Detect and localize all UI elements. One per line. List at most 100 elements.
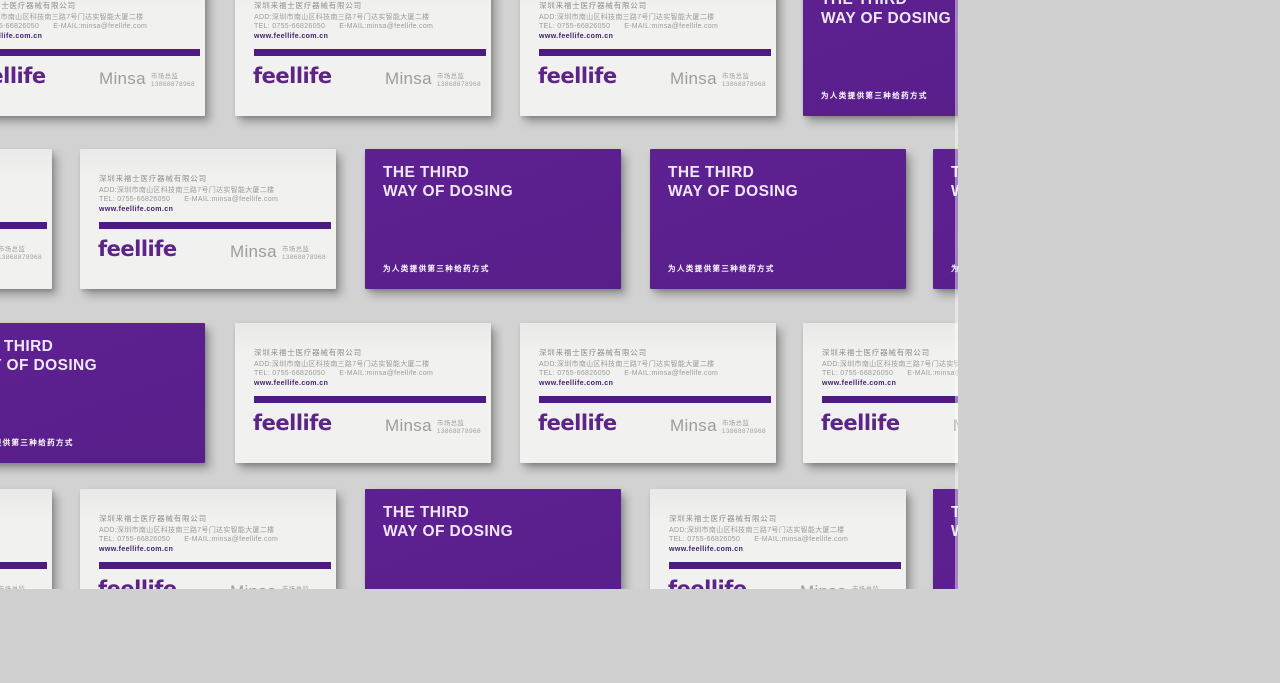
headline-text: THE THIRD WAY OF DOSING [383, 504, 514, 540]
contact-line: TEL: 0755-66826050 E-MAIL:minsa@feellife.… [254, 23, 433, 30]
headline-text: THE THIRD WAY OF DOSING [821, 0, 952, 27]
person-title: 市场总监 [150, 73, 179, 80]
person-block: Minsa 市场总监 13868878968 [230, 242, 326, 262]
contact-line: TEL: 0755-66826050 E-MAIL:minsa@feellife.… [99, 196, 278, 203]
contact-line: TEL: 0755-66826050 E-MAIL:minsa@feellife.… [99, 536, 278, 543]
person-title: 市场总监 [282, 586, 310, 589]
tel-text: TEL: 0755-66826050 [669, 536, 741, 543]
person-name: Minsa [385, 416, 432, 435]
person-phone: 13868878968 [721, 427, 767, 435]
person-name: Minsa [230, 582, 277, 589]
company-name: 深圳来福士医疗器械有限公司 [822, 348, 930, 357]
address-line: ADD:深圳市南山区科技南三路7号门达实智能大厦二楼 [254, 14, 430, 21]
tel-text: TEL: 0755-66826050 [99, 196, 171, 203]
address-line: ADD:深圳市南山区科技南三路7号门达实智能大厦二楼 [0, 14, 144, 21]
address-line: ADD:深圳市南山区科技南三路7号门达实智能大厦二楼 [539, 361, 715, 368]
person-meta: 市场总监 13868878968 [437, 420, 481, 435]
business-card-front: 深圳来福士医疗器械有限公司 ADD:深圳市南山区科技南三路7号门达实智能大厦二楼… [520, 323, 776, 463]
company-name: 深圳来福士医疗器械有限公司 [254, 1, 362, 10]
person-meta: 市场总监 13868878968 [0, 586, 42, 589]
person-name: Minsa [800, 582, 847, 589]
business-card-front: 深圳来福士医疗器械有限公司 ADD:深圳市南山区科技南三路7号门达实智能大厦二楼… [650, 489, 906, 589]
headline-text: THE THIRD WAY OF DOSING [951, 504, 958, 540]
person-meta: 市场总监 13868878968 [722, 73, 766, 88]
person-phone: 13868878968 [281, 253, 327, 261]
person-block: Minsa 市场总监 13868878968 [99, 69, 195, 89]
website-text: www.feellife.com.cn [539, 33, 614, 40]
contact-line: TEL: 0755-66826050 E-MAIL:minsa@feellife.… [0, 23, 147, 30]
business-card-front: 深圳来福士医疗器械有限公司 ADD:深圳市南山区科技南三路7号门达实智能大厦二楼… [235, 0, 491, 116]
person-title: 市场总监 [0, 246, 26, 253]
person-title: 市场总监 [281, 246, 310, 253]
company-name: 深圳来福士医疗器械有限公司 [99, 174, 207, 183]
person-phone: 13868878968 [436, 80, 482, 88]
website-text: www.feellife.com.cn [99, 546, 174, 553]
tel-text: TEL: 0755-66826050 [539, 23, 611, 30]
feellife-logo: feellife [98, 237, 177, 261]
contact-line: TEL: 0755-66826050 E-MAIL:minsa@feellife.… [539, 23, 718, 30]
address-line: ADD:深圳市南山区科技南三路7号门达实智能大厦二楼 [539, 14, 715, 21]
tel-text: TEL: 0755-66826050 [822, 370, 894, 377]
business-card-mockup-photo: 深圳来福士医疗器械有限公司 ADD:深圳市南山区科技南三路7号门达实智能大厦二楼… [0, 0, 958, 589]
purple-accent-bar [822, 396, 958, 403]
person-title: 市场总监 [0, 586, 25, 589]
person-title: 市场总监 [721, 73, 750, 80]
company-name: 深圳来福士医疗器械有限公司 [539, 1, 647, 10]
business-card-back: THE THIRD WAY OF DOSING 为人类提供第三种给药方式 [0, 323, 205, 463]
address-line: ADD:深圳市南山区科技南三路7号门达实智能大厦二楼 [822, 361, 958, 368]
purple-accent-bar [0, 49, 200, 56]
purple-accent-bar [539, 396, 771, 403]
business-card-front: 深圳来福士医疗器械有限公司 ADD:深圳市南山区科技南三路7号门达实智能大厦二楼… [520, 0, 776, 116]
business-card-back: THE THIRD WAY OF DOSING 为人类提供第三种给药方式 [803, 0, 958, 116]
tel-text: TEL: 0755-66826050 [254, 23, 326, 30]
tel-text: TEL: 0755-66826050 [539, 370, 611, 377]
business-card-front: 深圳来福士医疗器械有限公司 ADD:深圳市南山区科技南三路7号门达实智能大厦二楼… [0, 489, 52, 589]
feellife-logo: feellife [0, 64, 46, 88]
person-phone: 13868878968 [721, 80, 767, 88]
person-meta: 市场总监 13868878968 [282, 586, 326, 589]
person-name: Minsa [670, 416, 717, 435]
website-text: www.feellife.com.cn [99, 206, 174, 213]
purple-accent-bar [99, 222, 331, 229]
address-line: ADD:深圳市南山区科技南三路7号门达实智能大厦二楼 [254, 361, 430, 368]
feellife-logo: feellife [668, 577, 747, 589]
email-text: E-MAIL:minsa@feellife.com [907, 370, 958, 377]
email-text: E-MAIL:minsa@feellife.com [53, 23, 148, 30]
email-text: E-MAIL:minsa@feellife.com [184, 196, 279, 203]
feellife-logo: feellife [538, 64, 617, 88]
address-line: ADD:深圳市南山区科技南三路7号门达实智能大厦二楼 [99, 187, 275, 194]
headline-text: THE THIRD WAY OF DOSING [0, 338, 98, 374]
business-card-front: 深圳来福士医疗器械有限公司 ADD:深圳市南山区科技南三路7号门达实智能大厦二楼… [803, 323, 958, 463]
person-meta: 市场总监 13868878968 [151, 73, 195, 88]
person-phone: 13868878968 [150, 80, 196, 88]
person-name: Minsa [99, 69, 146, 88]
person-block: Minsa 市场总监 13868878968 [0, 582, 42, 589]
business-card-back: THE THIRD WAY OF DOSING 为人类提供第三种给药方式 [650, 149, 906, 289]
tagline-text: 为人类提供第三种给药方式 [383, 264, 490, 273]
email-text: E-MAIL:minsa@feellife.com [624, 23, 719, 30]
tel-text: TEL: 0755-66826050 [0, 23, 40, 30]
person-name: Minsa [670, 69, 717, 88]
person-block: Minsa 市场总监 13868878968 [385, 416, 481, 436]
website-text: www.feellife.com.cn [822, 380, 897, 387]
purple-accent-bar [0, 562, 47, 569]
address-line: ADD:深圳市南山区科技南三路7号门达实智能大厦二楼 [669, 527, 845, 534]
person-meta: 市场总监 13868878968 [722, 420, 766, 435]
company-name: 深圳来福士医疗器械有限公司 [254, 348, 362, 357]
website-text: www.feellife.com.cn [669, 546, 744, 553]
feellife-logo: feellife [253, 64, 332, 88]
tagline-text: 为人类提供第三种给药方式 [951, 264, 958, 273]
person-block: Minsa 市场总监 13868878968 [800, 582, 896, 589]
purple-accent-bar [0, 222, 47, 229]
tagline-text: 为人类提供第三种给药方式 [0, 438, 74, 447]
person-phone: 13868878968 [0, 253, 43, 261]
email-text: E-MAIL:minsa@feellife.com [184, 536, 279, 543]
business-card-front: 深圳来福士医疗器械有限公司 ADD:深圳市南山区科技南三路7号门达实智能大厦二楼… [0, 0, 205, 116]
person-meta: 市场总监 13868878968 [437, 73, 481, 88]
contact-line: TEL: 0755-66826050 E-MAIL:minsa@feellife.… [669, 536, 848, 543]
person-title: 市场总监 [436, 420, 465, 427]
person-name: Minsa [953, 416, 958, 436]
person-meta: 市场总监 13868878968 [0, 246, 42, 261]
company-name: 深圳来福士医疗器械有限公司 [0, 1, 76, 10]
purple-accent-bar [669, 562, 901, 569]
